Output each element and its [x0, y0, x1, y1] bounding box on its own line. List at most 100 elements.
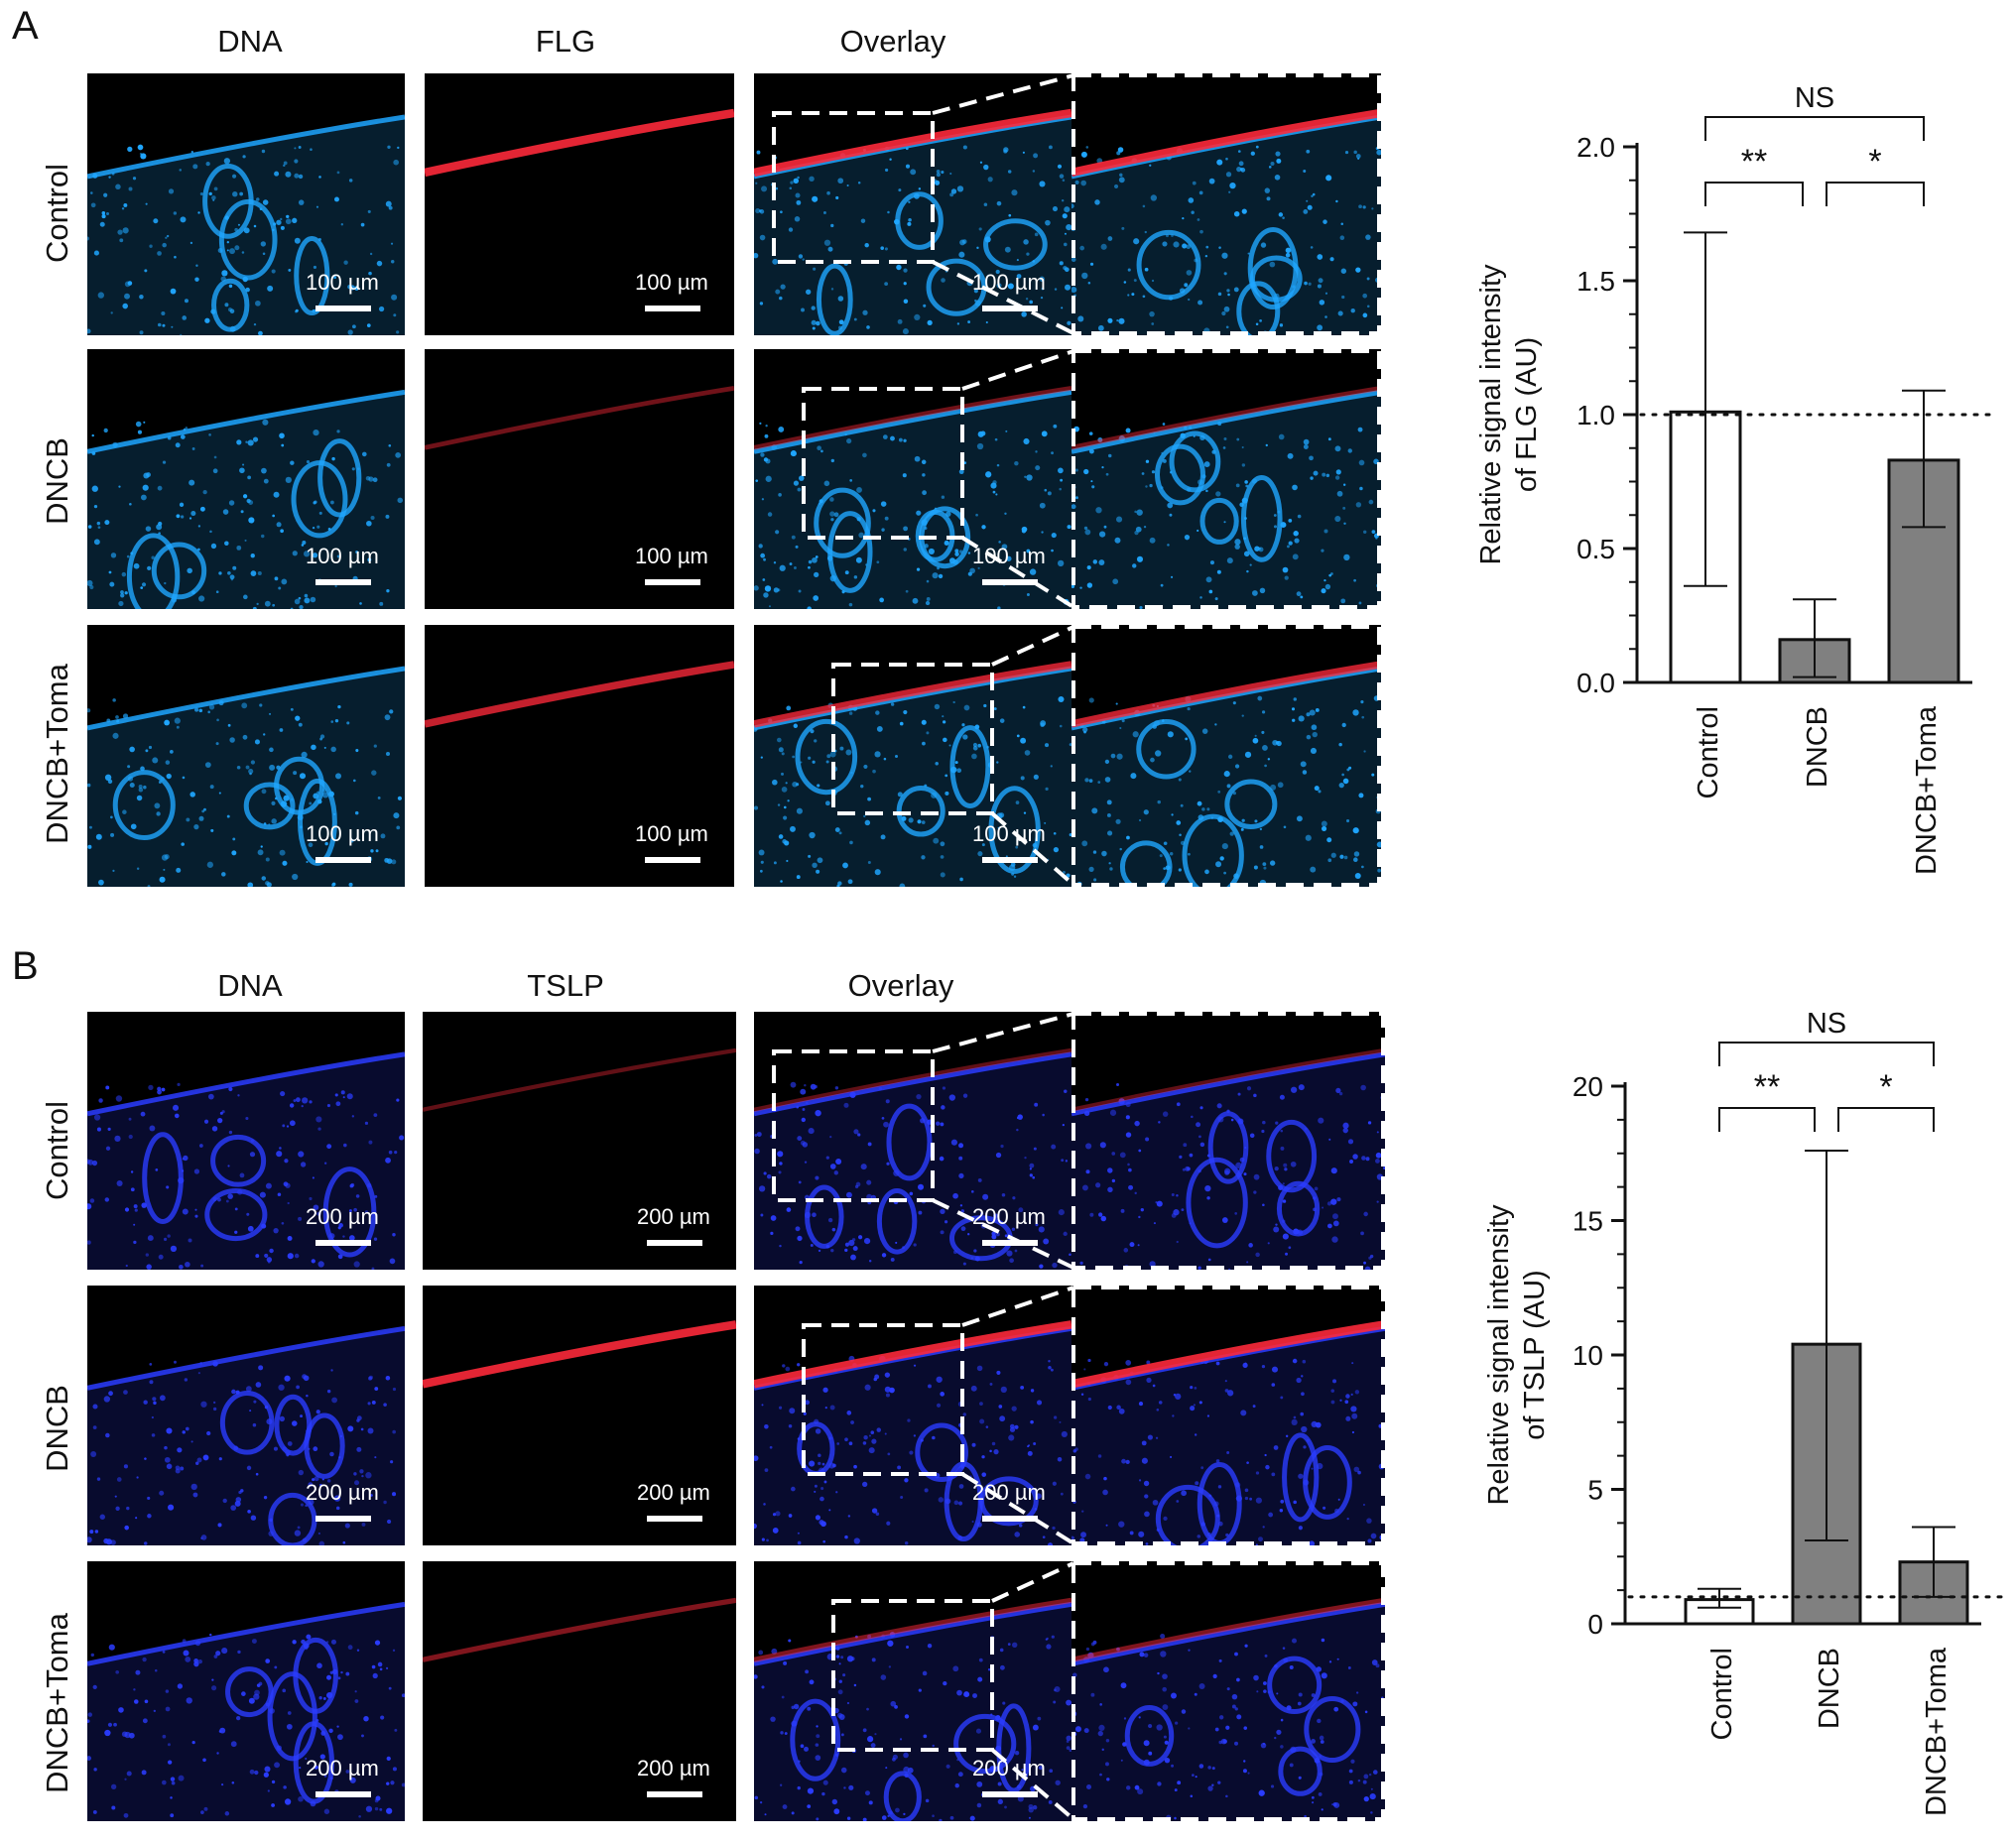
scale-a-r1-c2-label: 100 µm — [972, 544, 1046, 568]
micrograph-b-r1-c3 — [1071, 1286, 1385, 1545]
scale-b-r2-c1-bar — [647, 1791, 702, 1797]
column-header-tslp-b: TSLP — [527, 968, 604, 1003]
significance-bracket — [1837, 1107, 1935, 1132]
scale-a-r2-c1-label: 100 µm — [635, 821, 708, 846]
row-label-dncb-toma-a: DNCB+Toma — [40, 664, 74, 844]
scale-b-r2-c2-bar — [982, 1791, 1038, 1797]
micrograph-b-r2-c3 — [1071, 1561, 1385, 1821]
y-axis-label: Relative signal intensity — [1475, 264, 1507, 565]
row-label-dncb-b: DNCB — [40, 1385, 74, 1472]
scale-b-r0-c0-bar — [315, 1240, 371, 1246]
x-tick-label: DNCB — [1814, 1648, 1845, 1729]
y-tick-label: 1.5 — [1576, 266, 1615, 297]
scale-b-r2-c2-label: 200 µm — [972, 1756, 1046, 1781]
scale-a-r1-c0-bar — [315, 579, 371, 585]
column-header-flg-a: FLG — [535, 24, 596, 59]
significance-label: ** — [1741, 143, 1767, 181]
scale-b-r1-c1-label: 200 µm — [637, 1480, 710, 1505]
y-tick-label: 0 — [1587, 1609, 1603, 1640]
scale-a-r2-c2-bar — [982, 857, 1038, 863]
scale-b-r0-c0-label: 200 µm — [306, 1204, 379, 1229]
bar-chart-flg: 0.0 0.5 1.0 1.5 2.0 Relative signal intensity… — [1475, 82, 2000, 875]
significance-bracket — [1718, 1107, 1816, 1132]
y-axis-label: of TSLP (AU) — [1519, 1270, 1551, 1439]
significance-bracket — [1704, 182, 1804, 206]
scale-a-r2-c0-label: 100 µm — [306, 821, 379, 846]
panel-letter-b: B — [12, 944, 39, 988]
scale-b-r1-c1-bar — [647, 1516, 702, 1522]
column-header-dna-a: DNA — [217, 24, 283, 59]
micrograph-a-r2-c0 — [87, 625, 405, 887]
scale-b-r0-c1-bar — [647, 1240, 702, 1246]
micrograph-b-r0-c1 — [423, 1012, 736, 1270]
row-label-dncb-a: DNCB — [40, 437, 74, 525]
significance-label: NS — [1807, 1008, 1846, 1040]
micrograph-a-r1-c1 — [425, 349, 734, 609]
scale-b-r2-c0-label: 200 µm — [306, 1756, 379, 1781]
scale-b-r2-c1-label: 200 µm — [637, 1756, 710, 1781]
scale-b-r0-c2-label: 200 µm — [972, 1204, 1046, 1229]
scale-a-r2-c1-bar — [645, 857, 700, 863]
significance-label: * — [1879, 1068, 1892, 1106]
scale-a-r2-c0-bar — [315, 857, 371, 863]
micrograph-a-r1-c3 — [1071, 349, 1381, 609]
x-tick-label: Control — [1706, 1648, 1738, 1741]
scale-b-r1-c0-label: 200 µm — [306, 1480, 379, 1505]
y-axis-label: of FLG (AU) — [1511, 337, 1543, 492]
scale-b-r0-c1-label: 200 µm — [637, 1204, 710, 1229]
scale-a-r0-c1-bar — [645, 306, 700, 311]
micrograph-a-r2-c3 — [1071, 625, 1381, 887]
y-tick-label: 0.0 — [1576, 668, 1615, 698]
y-tick-label: 5 — [1587, 1475, 1603, 1506]
x-tick-label: DNCB+Toma — [1911, 705, 1943, 875]
micrograph-a-r1-c0 — [87, 349, 405, 609]
micrograph-b-r1-c0 — [87, 1286, 405, 1545]
scale-a-r0-c0-bar — [315, 306, 371, 311]
micrograph-b-r1-c2 — [754, 1286, 1071, 1545]
significance-bracket — [1704, 116, 1925, 141]
significance-label: * — [1868, 143, 1881, 181]
micrograph-a-r0-c1 — [425, 73, 734, 335]
micrograph-a-r0-c2 — [754, 73, 1071, 335]
micrograph-b-r2-c2 — [754, 1561, 1071, 1821]
micrograph-b-r0-c3 — [1071, 1012, 1385, 1270]
scale-a-r1-c2-bar — [982, 579, 1038, 585]
micrograph-b-r0-c2 — [754, 1012, 1071, 1270]
scale-a-r0-c2-label: 100 µm — [972, 270, 1046, 295]
bar-chart-tslp: 0 5 10 15 20 Relative signal intensity of TSLP… — [1483, 1008, 2009, 1816]
x-tick-label: DNCB — [1802, 706, 1833, 788]
scale-b-r1-c2-label: 200 µm — [972, 1480, 1046, 1505]
y-axis-label: Relative signal intensity — [1483, 1204, 1515, 1506]
scale-a-r1-c0-label: 100 µm — [306, 544, 379, 568]
micrograph-b-r1-c1 — [423, 1286, 736, 1545]
column-header-overlay-a: Overlay — [839, 24, 946, 59]
significance-label: NS — [1795, 82, 1834, 114]
y-tick-label: 0.5 — [1576, 534, 1615, 564]
significance-bracket — [1718, 1042, 1935, 1066]
row-label-control-b: Control — [40, 1101, 74, 1200]
row-label-dncb-toma-b: DNCB+Toma — [40, 1613, 74, 1793]
scale-b-r1-c2-bar — [982, 1516, 1038, 1522]
y-tick-label: 1.0 — [1576, 400, 1615, 430]
scale-a-r2-c2-label: 100 µm — [972, 821, 1046, 846]
y-tick-label: 2.0 — [1576, 132, 1615, 163]
row-label-control-a: Control — [40, 164, 74, 263]
y-tick-label: 20 — [1573, 1071, 1603, 1102]
scale-b-r0-c2-bar — [982, 1240, 1038, 1246]
y-tick-label: 15 — [1573, 1206, 1603, 1237]
micrograph-a-r2-c2 — [754, 625, 1071, 887]
scale-a-r0-c2-bar — [982, 306, 1038, 311]
significance-bracket — [1826, 182, 1925, 206]
column-header-dna-b: DNA — [217, 968, 283, 1003]
micrograph-a-r0-c3 — [1071, 73, 1381, 335]
micrograph-b-r2-c0 — [87, 1561, 405, 1821]
scale-a-r1-c1-bar — [645, 579, 700, 585]
x-tick-label: Control — [1693, 706, 1724, 799]
scale-a-r0-c1-label: 100 µm — [635, 270, 708, 295]
x-tick-label: DNCB+Toma — [1921, 1647, 1953, 1816]
micrograph-b-r0-c0 — [87, 1012, 405, 1270]
micrograph-a-r0-c0 — [87, 73, 405, 335]
column-header-overlay-b: Overlay — [847, 968, 954, 1003]
significance-label: ** — [1754, 1068, 1780, 1106]
micrograph-a-r1-c2 — [754, 349, 1071, 609]
